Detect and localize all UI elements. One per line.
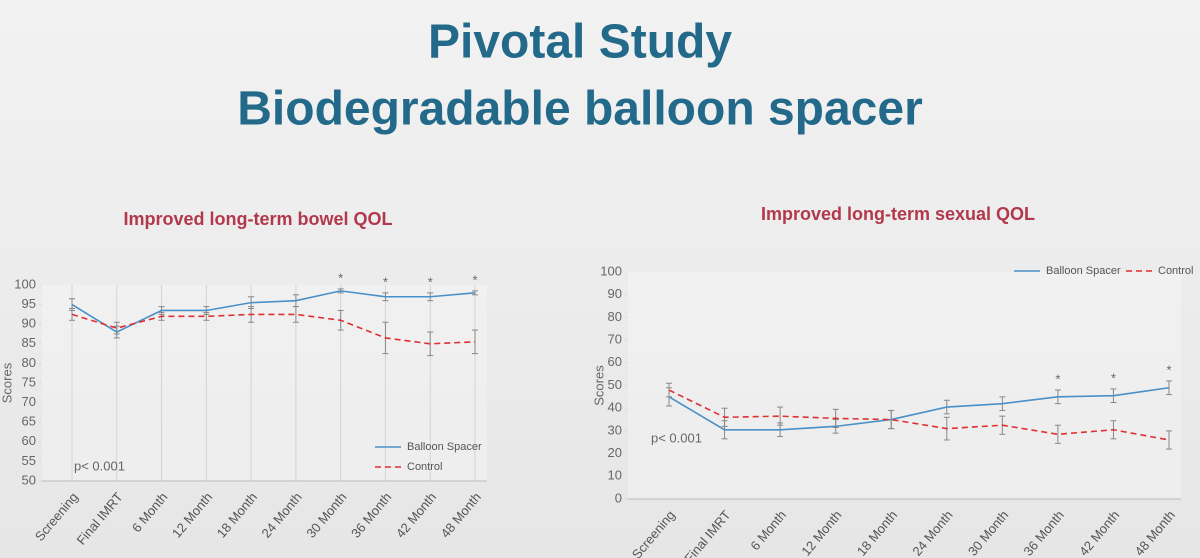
significance-marker: * [1055, 371, 1060, 386]
y-tick-label: 90 [608, 286, 622, 301]
y-tick-label: 10 [608, 468, 622, 483]
x-tick-label: 6 Month [129, 489, 171, 535]
plot-area [628, 272, 1181, 499]
x-tick-label: Final IMRT [74, 489, 126, 547]
y-tick-label: 100 [14, 276, 36, 291]
y-tick-label: 70 [22, 394, 36, 409]
y-tick-label: 75 [22, 374, 36, 389]
annotation: p< 0.001 [651, 430, 702, 445]
y-tick-label: 80 [22, 355, 36, 370]
y-tick-label: 65 [22, 414, 36, 429]
x-tick-label: 42 Month [393, 489, 439, 540]
significance-marker: * [1111, 370, 1116, 385]
y-tick-label: 30 [608, 422, 622, 437]
x-tick-label: 18 Month [214, 489, 260, 540]
legend-label: Balloon Spacer [1046, 265, 1121, 277]
x-tick-label: 36 Month [348, 489, 394, 540]
y-tick-label: 50 [608, 377, 622, 392]
error-bar [777, 406, 784, 426]
y-tick-label: 40 [608, 400, 622, 415]
x-tick-label: 24 Month [258, 489, 304, 540]
error-bar [1054, 424, 1061, 444]
x-tick-label: Final IMRT [681, 507, 733, 558]
error-bar [888, 409, 895, 430]
chart-title: Improved long-term sexual QOL [761, 204, 1035, 224]
y-tick-label: 70 [608, 332, 622, 347]
y-tick-label: 85 [22, 335, 36, 350]
x-tick-label: Screening [32, 489, 81, 543]
x-tick-label: 12 Month [169, 489, 215, 540]
x-tick-label: 42 Month [1076, 507, 1122, 558]
annotation: p< 0.001 [74, 458, 125, 473]
y-axis-label: Scores [591, 365, 606, 406]
chart-title: Improved long-term bowel QOL [123, 209, 392, 229]
legend-label: Control [407, 461, 442, 473]
significance-marker: * [472, 272, 477, 287]
plot-area [42, 285, 487, 481]
y-tick-label: 80 [608, 309, 622, 324]
y-tick-label: 90 [22, 316, 36, 331]
error-bar [292, 306, 299, 323]
x-tick-label: 48 Month [438, 489, 484, 540]
x-tick-label: 30 Month [303, 489, 349, 540]
error-bar [1166, 430, 1172, 450]
significance-marker: * [383, 274, 388, 289]
x-tick-label: 6 Month [747, 507, 789, 553]
x-tick-label: 12 Month [798, 507, 844, 558]
y-tick-label: 95 [22, 296, 36, 311]
x-tick-label: 30 Month [965, 507, 1011, 558]
slide-title: Biodegradable balloon spacer [237, 83, 923, 136]
x-tick-label: 36 Month [1020, 507, 1066, 558]
series-line [71, 313, 476, 345]
error-bar [203, 311, 210, 321]
x-tick-label: 18 Month [854, 507, 900, 558]
x-tick-label: Screening [629, 507, 678, 558]
x-tick-label: 24 Month [909, 507, 955, 558]
legend-label: Balloon Spacer [407, 441, 482, 453]
legend-label: Control [1158, 265, 1193, 277]
y-tick-label: 60 [608, 354, 622, 369]
error-bar [113, 321, 120, 335]
significance-marker: * [1166, 362, 1171, 377]
x-tick-label: 48 Month [1132, 507, 1178, 558]
y-tick-label: 50 [22, 472, 36, 487]
y-tick-label: 0 [615, 490, 622, 505]
slide-title: Pivotal Study [428, 16, 732, 69]
series-line [71, 290, 476, 333]
y-tick-label: 100 [600, 263, 622, 278]
y-tick-label: 60 [22, 433, 36, 448]
significance-marker: * [428, 274, 433, 289]
series-line [668, 389, 1170, 441]
y-tick-label: 20 [608, 445, 622, 460]
y-tick-label: 55 [22, 453, 36, 468]
significance-marker: * [338, 270, 343, 285]
series-line [668, 386, 1170, 431]
y-axis-label: Scores [0, 362, 14, 403]
